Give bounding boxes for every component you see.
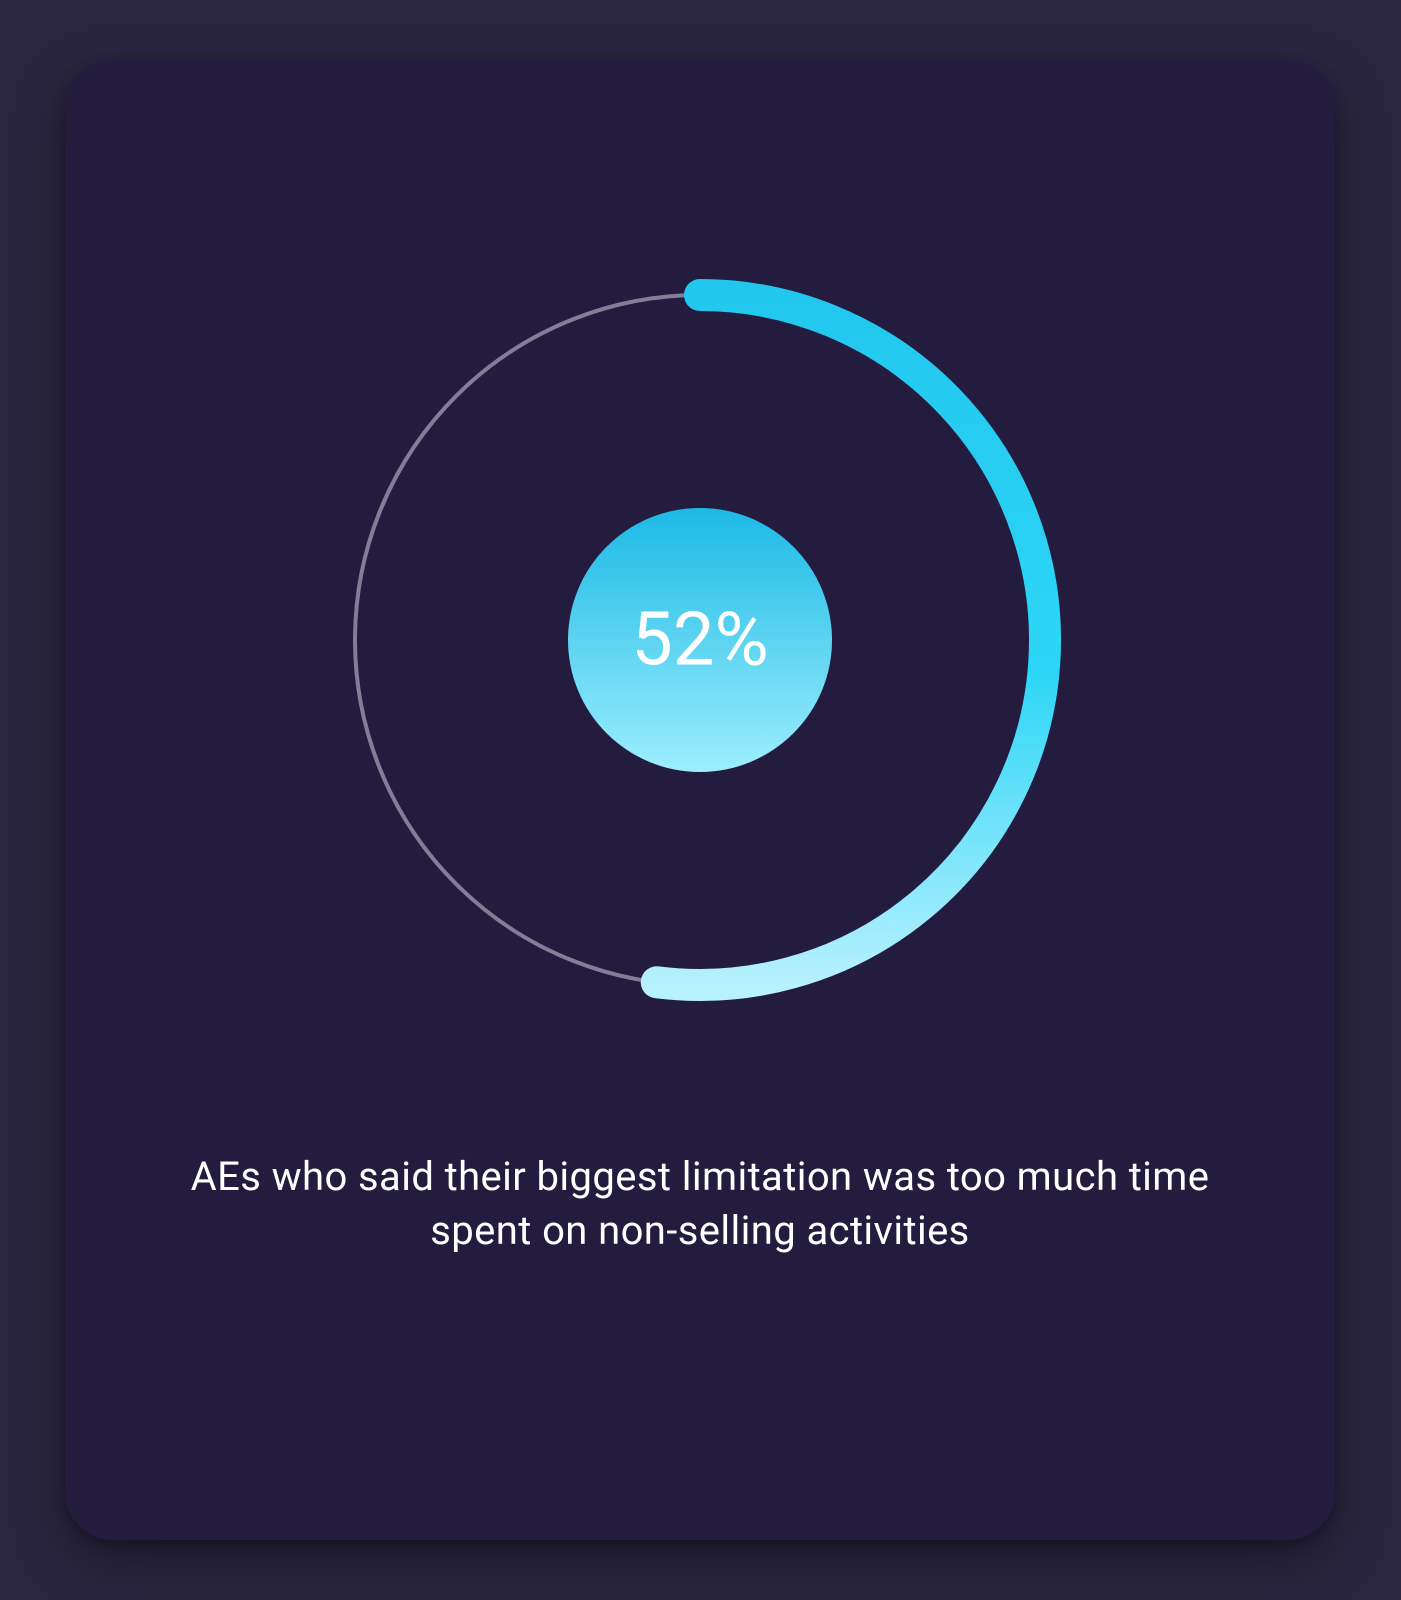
gauge-caption: AEs who said their biggest limitation wa… — [185, 1150, 1215, 1258]
radial-gauge: 52% — [290, 230, 1110, 1050]
gauge-percent-label: 52% — [631, 597, 768, 684]
gauge-container: 52% — [290, 230, 1110, 1050]
stat-card: 52% AEs who said their biggest limitatio… — [65, 60, 1335, 1540]
